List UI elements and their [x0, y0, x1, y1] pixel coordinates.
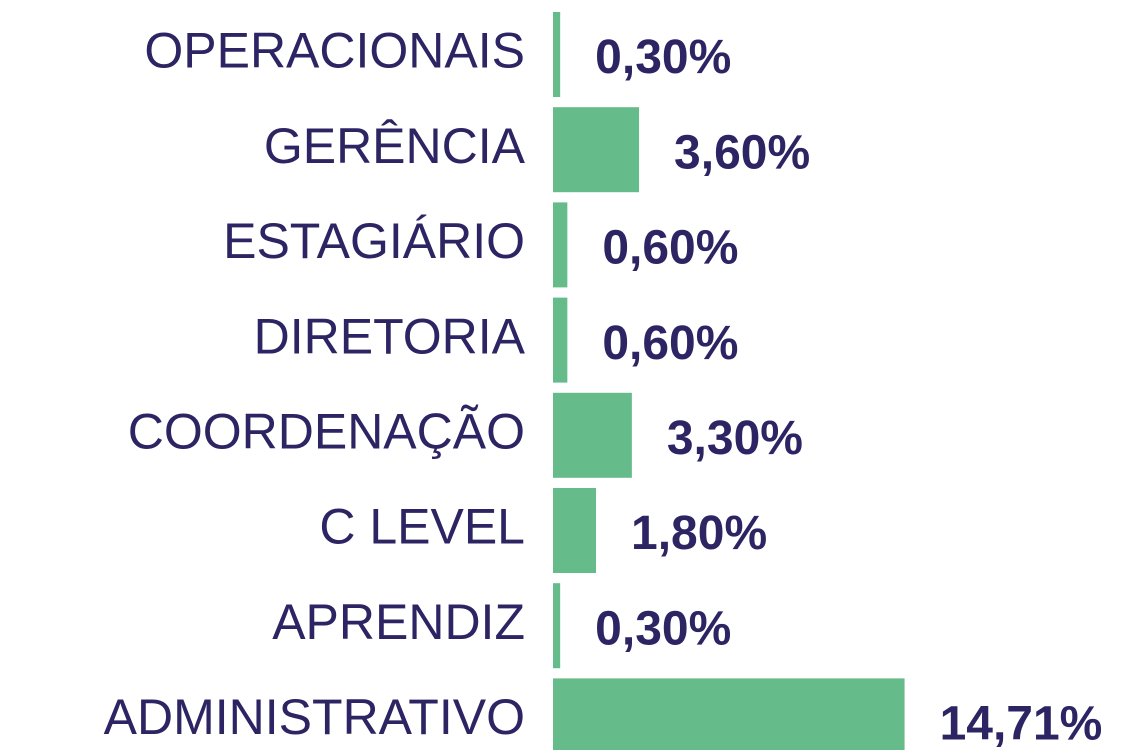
value-label: 14,71%	[940, 698, 1103, 750]
value-label: 0,30%	[595, 602, 731, 655]
category-label: ADMINISTRATIVO	[104, 689, 525, 745]
bar	[553, 392, 632, 478]
bar	[553, 107, 640, 193]
value-label: 3,60%	[674, 126, 810, 179]
bar	[553, 297, 568, 383]
value-label: 0,30%	[595, 31, 731, 84]
bar	[553, 583, 561, 669]
value-label: 0,60%	[602, 222, 738, 275]
category-label: OPERACIONAIS	[144, 23, 525, 79]
category-label: DIRETORIA	[254, 308, 526, 364]
bar	[553, 12, 561, 97]
bar	[553, 488, 597, 573]
value-label: 0,60%	[602, 317, 738, 370]
bar	[553, 202, 568, 288]
category-label: ESTAGIÁRIO	[223, 213, 525, 269]
value-label: 3,30%	[667, 412, 803, 465]
category-label: GERÊNCIA	[264, 118, 526, 174]
bar	[553, 678, 905, 750]
category-label: COORDENAÇÃO	[128, 404, 525, 460]
value-label: 1,80%	[631, 507, 767, 560]
category-label: C LEVEL	[319, 499, 525, 555]
category-label: APRENDIZ	[272, 594, 525, 650]
